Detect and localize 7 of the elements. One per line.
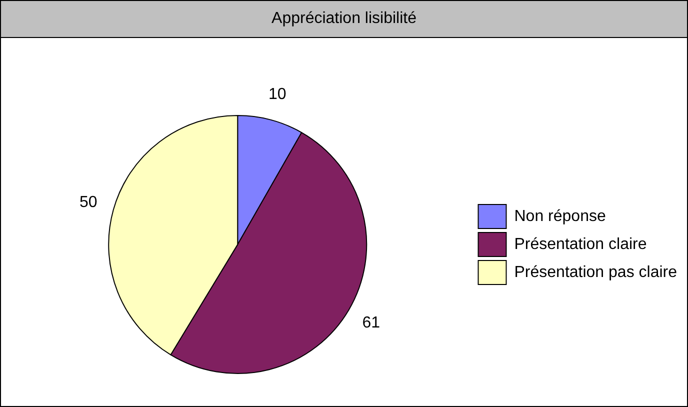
legend-label: Présentation claire (514, 236, 647, 253)
legend-label: Non réponse (514, 208, 606, 225)
chart-title: Appréciation lisibilité (1, 1, 687, 38)
data-label: 10 (268, 86, 286, 104)
data-label: 61 (362, 314, 380, 332)
legend-label: Présentation pas claire (514, 264, 678, 281)
data-label: 50 (79, 194, 98, 212)
